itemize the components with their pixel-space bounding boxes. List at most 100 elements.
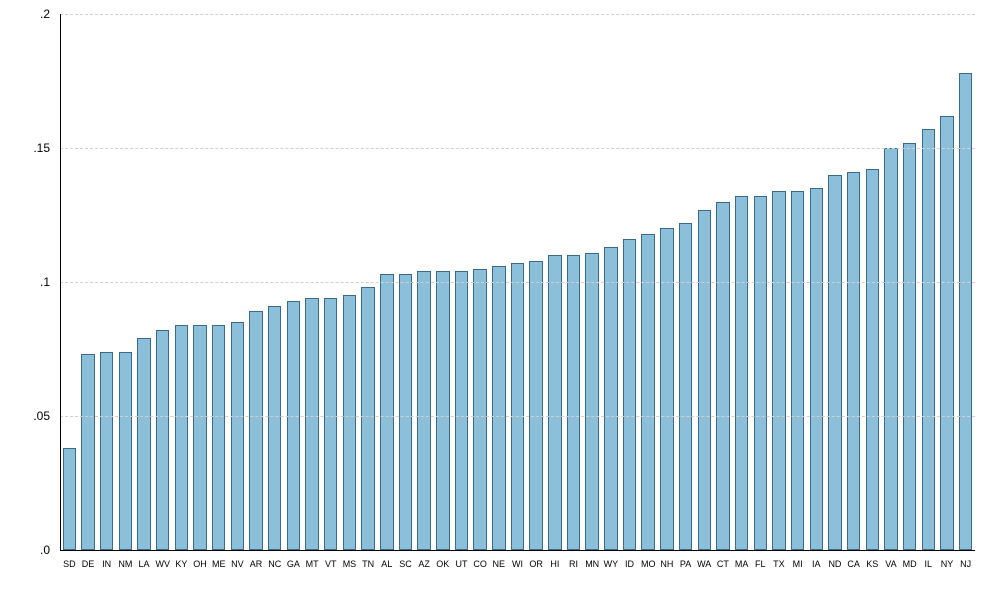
bar [156, 330, 169, 550]
bar [137, 338, 150, 550]
x-tick-label: NE [493, 560, 506, 569]
x-tick-label: UT [455, 560, 467, 569]
x-tick-label: MO [641, 560, 656, 569]
x-tick-label: AZ [418, 560, 430, 569]
x-tick-label: MN [585, 560, 599, 569]
bar [884, 148, 897, 550]
gridline [60, 14, 975, 15]
bar [361, 287, 374, 550]
x-tick-label: ME [212, 560, 226, 569]
x-tick-label: FL [755, 560, 766, 569]
bar [716, 202, 729, 550]
bar [455, 271, 468, 550]
bar [324, 298, 337, 550]
x-tick-label: NM [118, 560, 132, 569]
x-tick-label: KY [175, 560, 187, 569]
bar [100, 352, 113, 550]
x-tick-label: TX [773, 560, 785, 569]
bar [175, 325, 188, 550]
bar [679, 223, 692, 550]
x-tick-label: MT [306, 560, 319, 569]
y-tick-label: .15 [0, 142, 50, 154]
gridline [60, 416, 975, 417]
x-tick-label: MS [343, 560, 357, 569]
bar [511, 263, 524, 550]
x-tick-label: IA [812, 560, 821, 569]
bar [810, 188, 823, 550]
bar [380, 274, 393, 550]
bar [959, 73, 972, 550]
x-tick-label: NC [268, 560, 281, 569]
bar [343, 295, 356, 550]
bar [473, 269, 486, 550]
x-tick-label: NY [941, 560, 954, 569]
gridline [60, 282, 975, 283]
bar [193, 325, 206, 550]
bar [212, 325, 225, 550]
x-tick-label: TN [362, 560, 374, 569]
x-tick-label: WY [604, 560, 619, 569]
x-tick-label: LA [139, 560, 150, 569]
x-tick-label: DE [82, 560, 95, 569]
bar [604, 247, 617, 550]
bar [791, 191, 804, 550]
bar [735, 196, 748, 550]
x-tick-label: VA [885, 560, 896, 569]
x-tick-label: WV [155, 560, 170, 569]
x-tick-label: IN [102, 560, 111, 569]
bar [585, 253, 598, 550]
x-tick-label: VT [325, 560, 337, 569]
x-tick-label: PA [680, 560, 691, 569]
bar [772, 191, 785, 550]
x-tick-label: AR [250, 560, 263, 569]
bar [660, 228, 673, 550]
y-tick-label: .0 [0, 544, 50, 556]
x-tick-label: GA [287, 560, 300, 569]
x-tick-label: OR [529, 560, 543, 569]
bar [698, 210, 711, 550]
bar [567, 255, 580, 550]
bar [63, 448, 76, 550]
bar [922, 129, 935, 550]
bar [529, 261, 542, 550]
bar [828, 175, 841, 550]
x-tick-label: CT [717, 560, 729, 569]
x-tick-label: RI [569, 560, 578, 569]
bar [249, 311, 262, 550]
bar [399, 274, 412, 550]
x-tick-label: NH [660, 560, 673, 569]
gridline [60, 148, 975, 149]
x-tick-label: NJ [960, 560, 971, 569]
x-tick-label: OK [436, 560, 449, 569]
x-tick-label: SC [399, 560, 412, 569]
bar [119, 352, 132, 550]
x-tick-label: MD [903, 560, 917, 569]
x-axis-line [60, 550, 975, 551]
y-axis-line [60, 14, 61, 550]
x-tick-label: NV [231, 560, 244, 569]
bar [548, 255, 561, 550]
x-tick-label: IL [925, 560, 933, 569]
x-tick-label: HI [550, 560, 559, 569]
bar [231, 322, 244, 550]
bar [436, 271, 449, 550]
x-tick-label: CA [847, 560, 860, 569]
bar [81, 354, 94, 550]
bar [903, 143, 916, 550]
x-tick-label: ID [625, 560, 634, 569]
x-tick-label: SD [63, 560, 76, 569]
bar [866, 169, 879, 550]
x-tick-label: MA [735, 560, 749, 569]
x-tick-label: KS [866, 560, 878, 569]
x-tick-label: WI [512, 560, 523, 569]
bar [623, 239, 636, 550]
y-tick-label: .1 [0, 276, 50, 288]
x-tick-label: CO [473, 560, 487, 569]
bar [287, 301, 300, 550]
x-tick-label: WA [697, 560, 711, 569]
bar [492, 266, 505, 550]
bar [417, 271, 430, 550]
bar [268, 306, 281, 550]
x-tick-label: AL [381, 560, 392, 569]
x-tick-label: OH [193, 560, 207, 569]
